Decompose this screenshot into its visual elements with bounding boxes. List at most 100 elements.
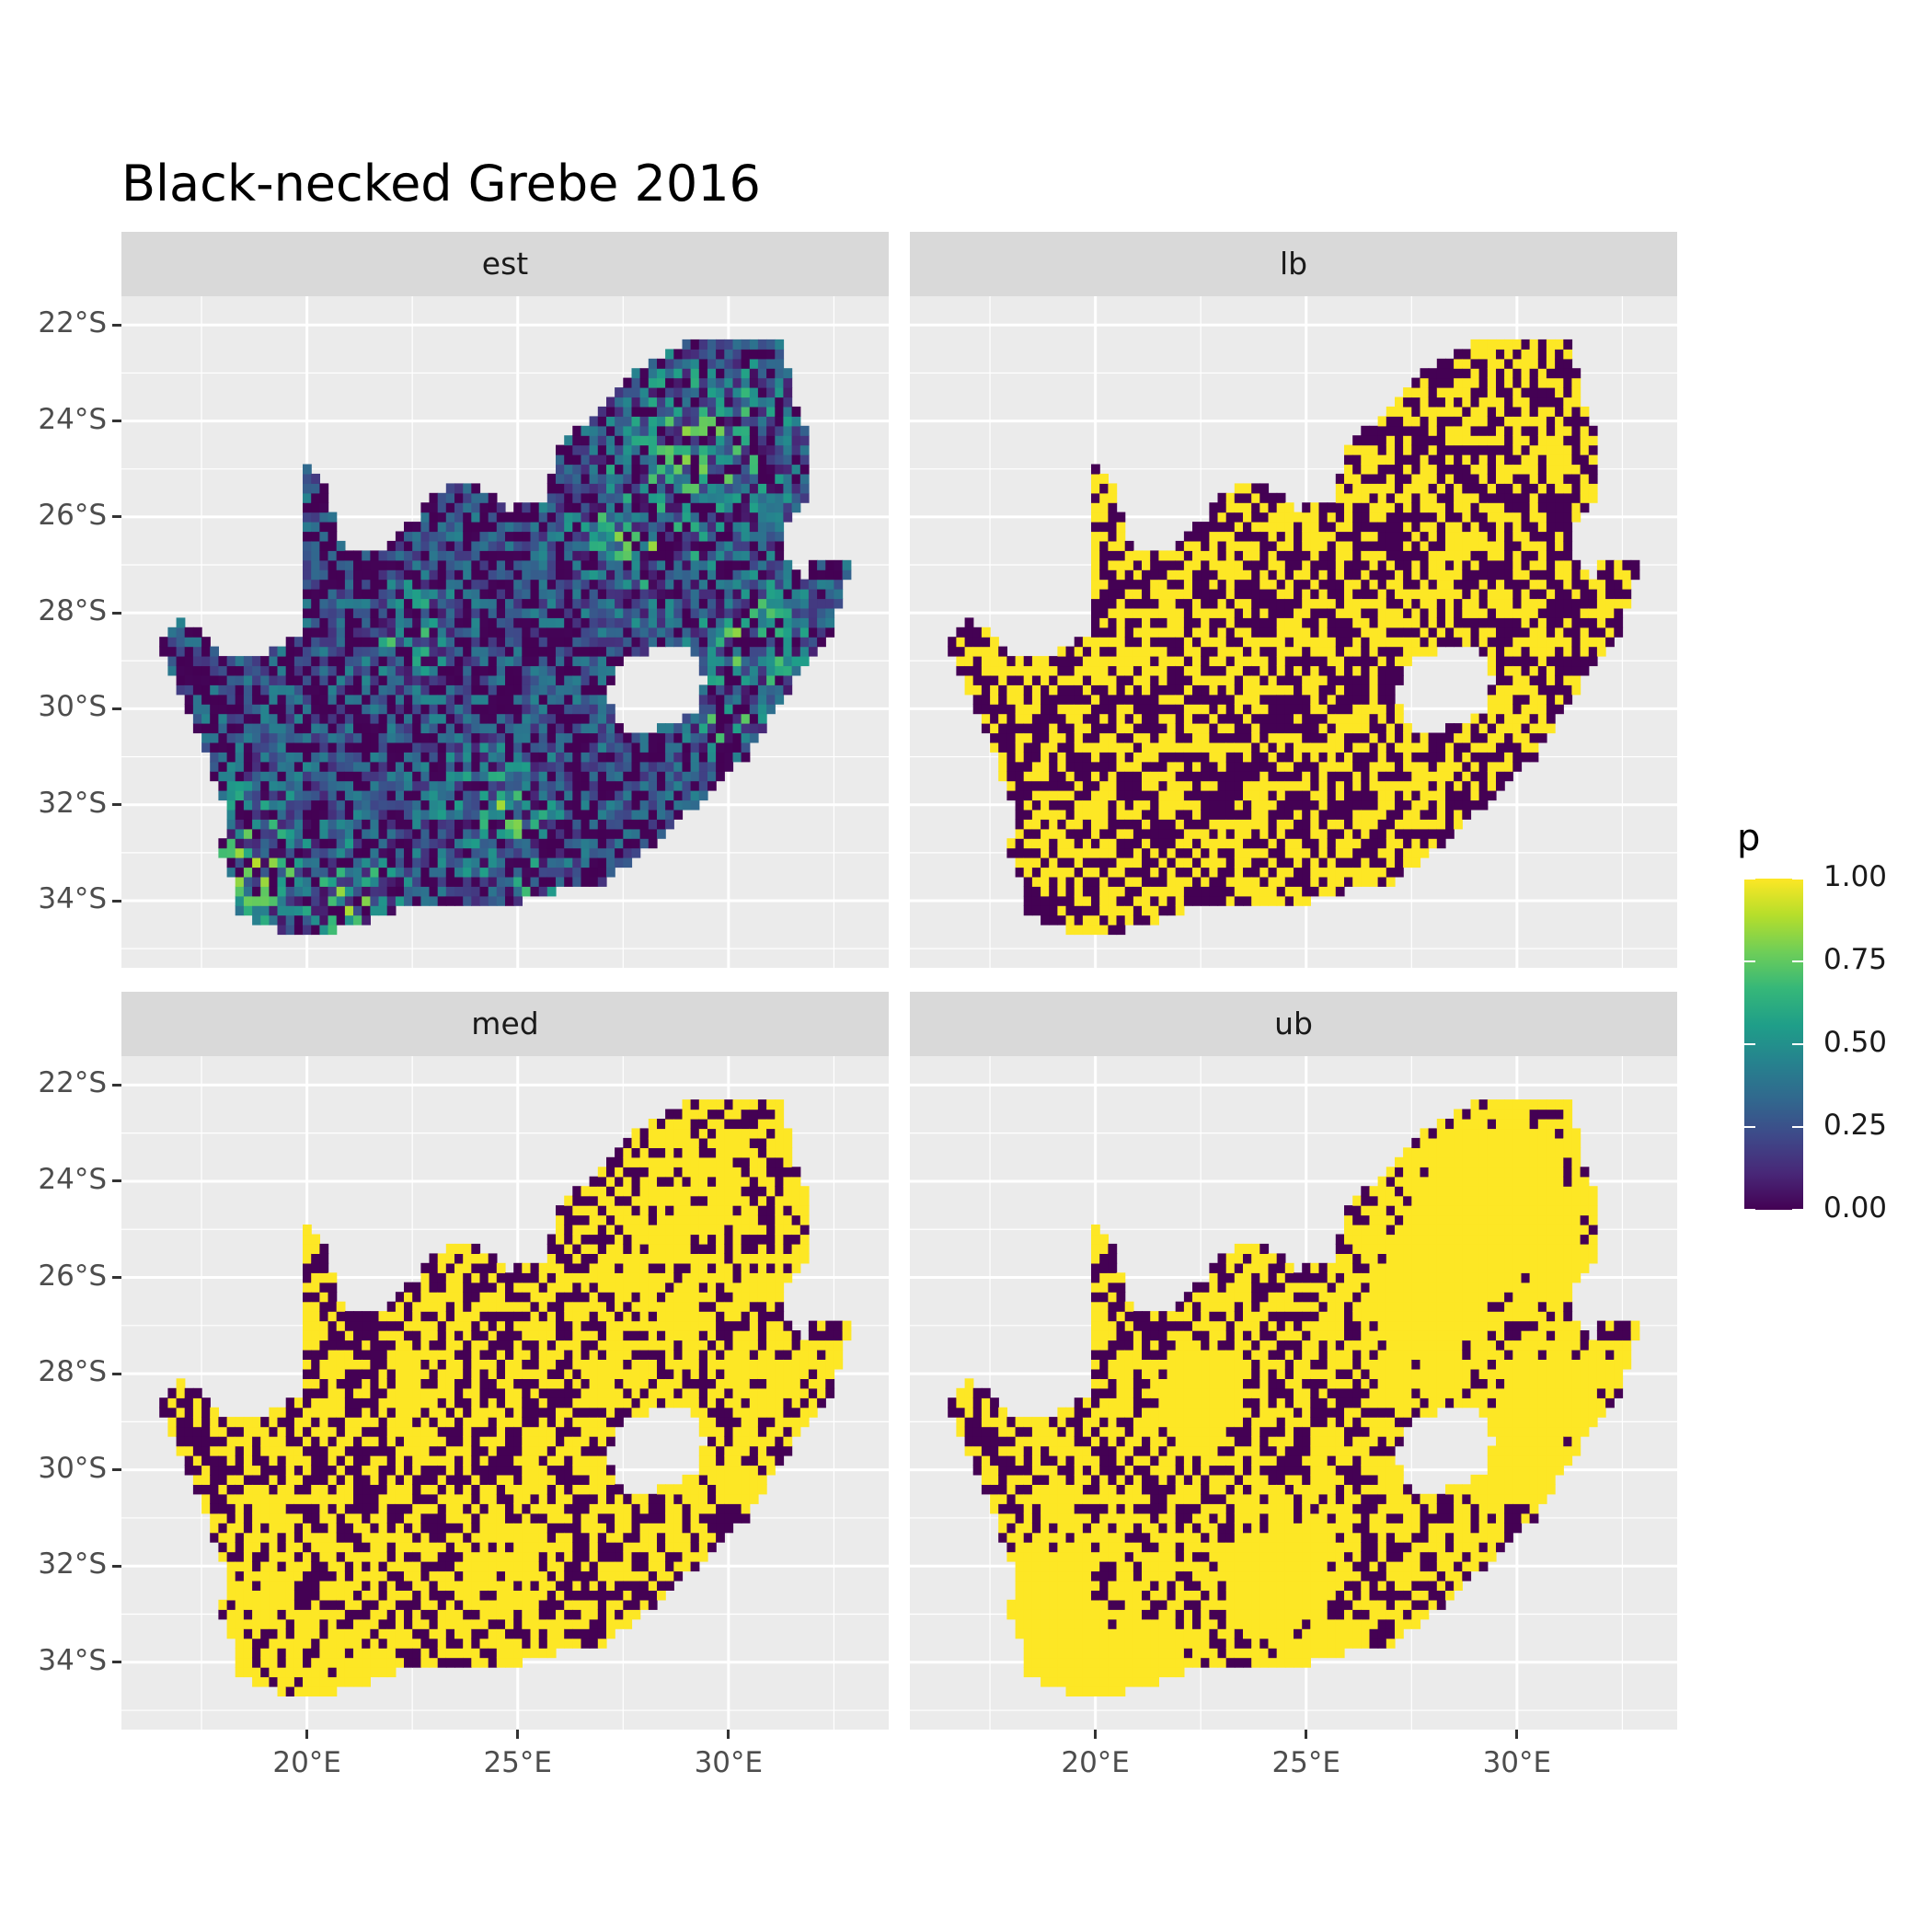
raster-cell (732, 540, 742, 551)
raster-cell (1158, 627, 1168, 638)
raster-cell (252, 761, 261, 772)
raster-cell (775, 589, 785, 600)
raster-cell (1142, 723, 1151, 734)
raster-cell (757, 617, 767, 628)
raster-cell (505, 742, 514, 753)
raster-cell (192, 713, 202, 724)
raster-cell (623, 799, 633, 811)
raster-cell (615, 464, 624, 475)
raster-cell (775, 540, 785, 551)
raster-cell (479, 704, 489, 715)
raster-cell (724, 502, 734, 513)
raster-cell (311, 713, 320, 724)
raster-cell (631, 809, 641, 820)
raster-cell (1057, 761, 1067, 772)
raster-cell (1276, 607, 1286, 618)
raster-cell (1395, 607, 1404, 618)
raster-cell (530, 886, 540, 897)
raster-cell (572, 483, 582, 494)
raster-cell (1361, 847, 1371, 858)
raster-cell (741, 637, 751, 648)
raster-cell (522, 579, 532, 590)
raster-cell (741, 646, 751, 657)
raster-cell (1335, 752, 1345, 763)
raster-cell (1201, 559, 1210, 570)
raster-cell (1217, 847, 1227, 858)
raster-cell (1099, 838, 1109, 849)
raster-cell (378, 752, 388, 763)
raster-cell (269, 867, 279, 878)
raster-cell (471, 607, 481, 618)
raster-cell (1234, 684, 1244, 696)
raster-cell (597, 780, 607, 791)
raster-cell (615, 540, 624, 551)
raster-cell (623, 646, 633, 657)
raster-cell (741, 339, 751, 350)
raster-cell (1386, 646, 1396, 657)
raster-cell (303, 559, 312, 570)
raster-cell (362, 752, 371, 763)
raster-cell (775, 684, 785, 696)
raster-cell (673, 761, 684, 772)
raster-cell (386, 713, 397, 724)
raster-cell (597, 723, 607, 734)
raster-cell (1192, 598, 1202, 609)
raster-cell (682, 473, 692, 484)
raster-cell (437, 502, 447, 513)
raster-cell (496, 838, 506, 849)
raster-cell (1302, 838, 1311, 849)
raster-cell (235, 723, 245, 734)
raster-cell (623, 483, 633, 494)
raster-cell (1201, 579, 1210, 590)
raster-cell (420, 790, 431, 801)
raster-cell (556, 656, 565, 667)
raster-cell (463, 579, 472, 590)
raster-cell (530, 569, 540, 581)
raster-cell (218, 790, 228, 801)
raster-cell (597, 531, 607, 542)
raster-cell (277, 809, 287, 820)
raster-cell (404, 684, 413, 696)
raster-cell (505, 646, 514, 657)
raster-cell (1411, 531, 1421, 542)
raster-cell (437, 857, 447, 868)
raster-cell (572, 809, 582, 820)
raster-cell (716, 512, 725, 523)
raster-cell (1327, 674, 1337, 685)
raster-cell (1167, 589, 1177, 600)
raster-cell (1217, 799, 1227, 811)
raster-cell (1082, 752, 1092, 763)
raster-cell (488, 809, 498, 820)
raster-cell (589, 416, 599, 427)
raster-cell (1209, 531, 1219, 542)
raster-cell (998, 732, 1007, 743)
raster-cell (724, 416, 734, 427)
raster-cell (353, 799, 362, 811)
raster-cell (606, 406, 615, 417)
raster-cell (538, 876, 548, 887)
raster-cell (285, 914, 295, 926)
raster-cell (606, 550, 615, 561)
raster-cell (1041, 876, 1050, 887)
raster-cell (386, 771, 397, 782)
raster-cell (311, 492, 320, 503)
raster-cell (1420, 377, 1430, 388)
raster-cell (749, 646, 759, 657)
raster-cell (1082, 723, 1092, 734)
raster-cell (505, 665, 514, 676)
raster-cell (1082, 637, 1092, 648)
raster-cell (1065, 828, 1075, 839)
raster-cell (732, 397, 742, 408)
raster-cell (572, 531, 582, 542)
raster-cell (1276, 617, 1286, 628)
raster-cell (1294, 598, 1303, 609)
raster-cell (1217, 828, 1227, 839)
raster-cell (1209, 876, 1219, 887)
raster-cell (1049, 761, 1058, 772)
raster-cell (1403, 761, 1412, 772)
raster-cell (1183, 771, 1193, 782)
raster-cell (404, 637, 413, 648)
raster-cell (1411, 617, 1421, 628)
raster-cell (1344, 502, 1353, 513)
raster-cell (799, 473, 810, 484)
